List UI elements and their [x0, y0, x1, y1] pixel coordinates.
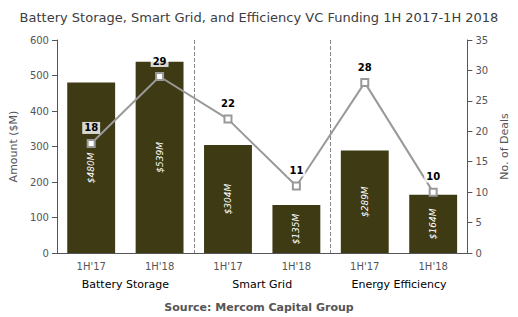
svg-text:1H'17: 1H'17 — [77, 261, 106, 272]
svg-text:$480M: $480M — [86, 152, 96, 183]
svg-text:Energy Efficiency: Energy Efficiency — [351, 278, 446, 291]
svg-text:400: 400 — [30, 106, 49, 117]
svg-text:600: 600 — [30, 35, 49, 46]
svg-text:No. of Deals: No. of Deals — [498, 113, 511, 180]
svg-text:500: 500 — [30, 70, 49, 81]
svg-text:30: 30 — [475, 65, 488, 76]
svg-text:1H'18: 1H'18 — [418, 261, 447, 272]
svg-text:200: 200 — [30, 177, 49, 188]
svg-text:10: 10 — [426, 171, 440, 182]
svg-text:28: 28 — [358, 62, 372, 73]
svg-text:15: 15 — [475, 156, 488, 167]
svg-text:$539M: $539M — [155, 142, 165, 173]
svg-text:29: 29 — [153, 56, 167, 67]
svg-text:18: 18 — [84, 122, 98, 133]
svg-text:25: 25 — [475, 95, 488, 106]
svg-text:300: 300 — [30, 141, 49, 152]
svg-text:11: 11 — [289, 165, 303, 176]
svg-text:22: 22 — [221, 98, 235, 109]
svg-text:35: 35 — [475, 35, 488, 46]
svg-text:Battery Storage: Battery Storage — [82, 278, 169, 291]
svg-text:1H'18: 1H'18 — [145, 261, 174, 272]
svg-text:20: 20 — [475, 126, 488, 137]
svg-text:Battery Storage, Smart Grid, a: Battery Storage, Smart Grid, and Efficie… — [20, 10, 499, 25]
svg-text:Smart Grid: Smart Grid — [232, 278, 292, 291]
svg-text:Amount ($M): Amount ($M) — [7, 111, 20, 183]
svg-text:5: 5 — [475, 217, 481, 228]
svg-text:1H'18: 1H'18 — [282, 261, 311, 272]
svg-text:0: 0 — [43, 248, 49, 259]
svg-text:1H'17: 1H'17 — [350, 261, 379, 272]
svg-text:1H'17: 1H'17 — [213, 261, 242, 272]
svg-text:10: 10 — [475, 187, 488, 198]
svg-text:$135M: $135M — [291, 213, 301, 244]
svg-text:$304M: $304M — [223, 183, 233, 214]
svg-text:Source: Mercom Capital Group: Source: Mercom Capital Group — [164, 301, 353, 314]
svg-text:$164M: $164M — [428, 208, 438, 239]
svg-text:0: 0 — [475, 248, 481, 259]
svg-text:$289M: $289M — [360, 186, 370, 217]
svg-text:100: 100 — [30, 212, 49, 223]
